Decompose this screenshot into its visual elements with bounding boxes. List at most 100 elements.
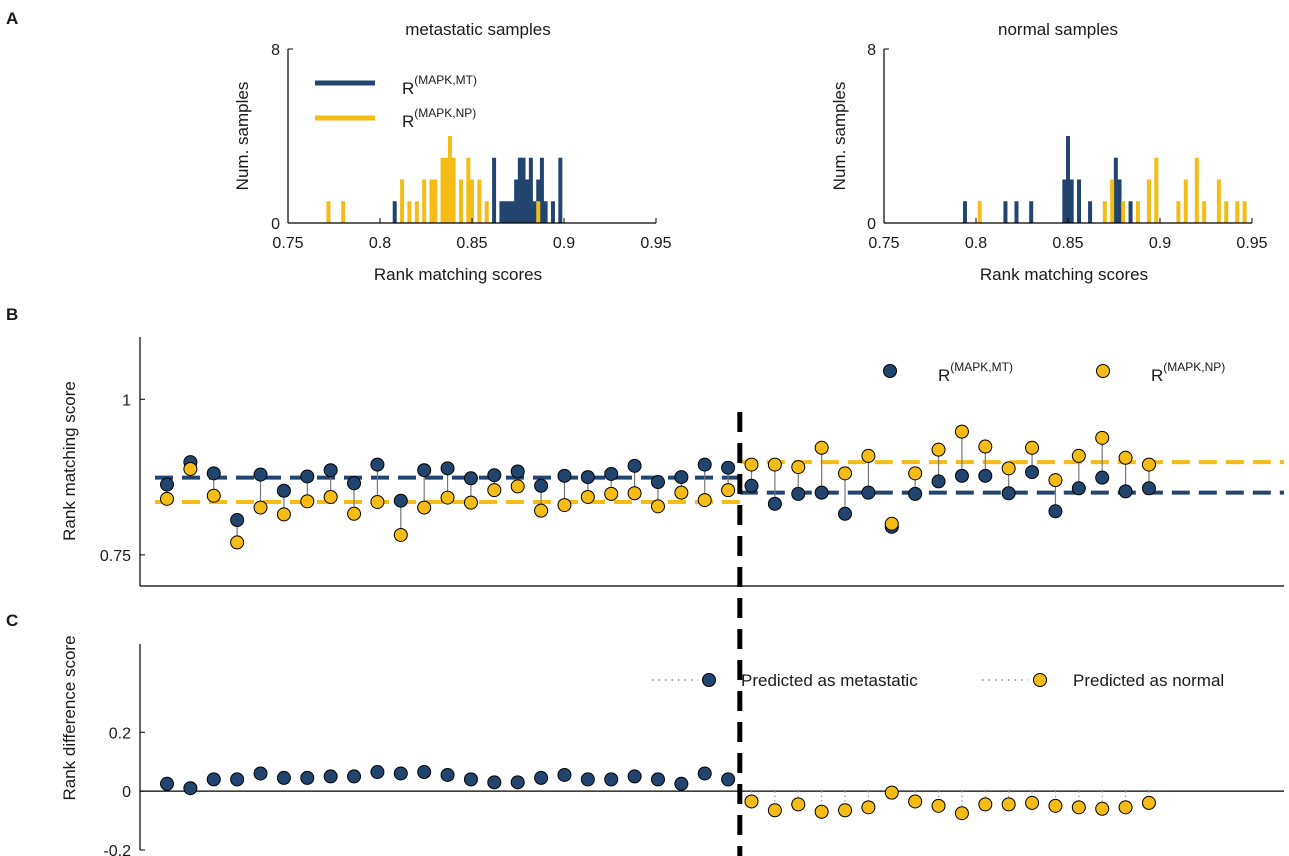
hist-metastatic-bar-np <box>451 157 456 223</box>
hist-metastatic-bar-np <box>440 157 445 223</box>
point-mt <box>908 486 923 501</box>
hist-normal-bar-mt <box>1088 201 1093 223</box>
hist-metastatic-bar-np <box>433 179 438 223</box>
hist-metastatic-bar-np <box>484 201 489 223</box>
point-np <box>674 485 689 500</box>
hist-metastatic-bar-mt <box>506 201 511 223</box>
point-predicted-metastatic <box>510 775 525 790</box>
hist-metastatic-x-tick-label: 0.9 <box>553 235 575 252</box>
point-mt <box>838 506 853 521</box>
hist-metastatic-bar-np <box>470 179 474 223</box>
point-predicted-normal <box>1095 801 1110 816</box>
panel-letter-b: B <box>6 305 18 324</box>
point-mt <box>861 485 876 500</box>
point-predicted-metastatic <box>697 766 712 781</box>
hist-normal-bar-np <box>1110 179 1115 223</box>
point-predicted-metastatic <box>417 765 432 780</box>
hist-metastatic-bar-np <box>477 179 482 223</box>
hist-normal-bar-np <box>1224 201 1229 223</box>
histogram-normal-title: normal samples <box>998 20 1118 39</box>
point-np <box>323 489 338 504</box>
point-mt <box>1118 484 1133 499</box>
point-predicted-metastatic <box>347 769 362 784</box>
point-predicted-metastatic <box>300 770 315 785</box>
point-np <box>206 488 221 503</box>
hist-normal-bar-mt <box>1077 179 1082 223</box>
hist-metastatic-bar-np <box>466 157 471 223</box>
legend-dot-np <box>1096 364 1110 378</box>
point-mt <box>1048 504 1063 519</box>
point-mt <box>276 483 291 498</box>
point-mt <box>931 474 946 489</box>
point-np <box>908 466 923 481</box>
point-mt <box>463 471 478 486</box>
legend-dot-mt <box>883 364 897 378</box>
point-predicted-normal <box>861 800 876 815</box>
point-predicted-normal <box>931 798 946 813</box>
hist-metastatic-bar-mt <box>550 201 555 223</box>
rank-difference-y-tick-label: -0.2 <box>103 843 131 856</box>
point-np <box>721 483 736 498</box>
point-np <box>838 466 853 481</box>
point-predicted-metastatic <box>393 766 408 781</box>
hist-metastatic-bar-np <box>414 201 419 223</box>
point-np <box>604 486 619 501</box>
hist-metastatic-x-tick-label: 0.75 <box>272 235 303 252</box>
point-predicted-normal <box>978 797 993 812</box>
point-np <box>580 489 595 504</box>
point-predicted-metastatic <box>276 770 291 785</box>
hist-normal-bar-np <box>1102 201 1107 223</box>
hist-metastatic-bar-mt <box>392 201 397 223</box>
hist-normal-bar-np <box>1216 179 1221 223</box>
point-mt <box>721 460 736 475</box>
point-predicted-metastatic <box>650 772 665 787</box>
point-mt <box>206 466 221 481</box>
hist-normal-bar-np <box>1235 201 1240 223</box>
hist-normal-bar-np <box>977 201 982 223</box>
point-np <box>1025 440 1040 455</box>
point-np <box>1001 461 1016 476</box>
hist-normal-bar-np <box>1242 201 1247 223</box>
hist-metastatic-bar-np <box>400 179 405 223</box>
hist-normal-bar-mt <box>1003 201 1008 223</box>
point-mt <box>160 477 174 492</box>
point-predicted-metastatic <box>206 772 221 787</box>
hist-metastatic-bar-np <box>458 179 463 223</box>
rank-matching-y-tick-label: 0.75 <box>100 548 131 565</box>
hist-metastatic-bar-mt <box>514 179 519 223</box>
point-np <box>440 490 455 505</box>
hist-normal-bar-mt <box>1062 179 1067 223</box>
point-predicted-normal <box>1001 797 1016 812</box>
panel-letter-a: A <box>6 9 18 28</box>
hist-metastatic-y-tick-label: 8 <box>271 42 280 59</box>
legend-label-b-mt: R(MAPK,MT) <box>938 360 1013 385</box>
point-np <box>861 448 876 463</box>
histogram-normal-xlabel: Rank matching scores <box>980 265 1148 284</box>
point-np <box>463 495 478 510</box>
point-mt <box>814 485 829 500</box>
rank-matching-scatter: 0.75 1 Rank matching score R(MAPK,MT) R(M… <box>60 337 1284 587</box>
point-mt <box>557 468 572 483</box>
hist-metastatic-bar-mt <box>521 157 526 223</box>
point-predicted-normal <box>1141 795 1156 810</box>
hist-metastatic-bar-mt <box>510 201 515 223</box>
histogram-metastatic-title: metastatic samples <box>405 20 551 39</box>
histogram-metastatic-xlabel: Rank matching scores <box>374 265 542 284</box>
point-np <box>276 507 291 522</box>
rank-matching-axes: 0.75 1 <box>100 337 1284 587</box>
point-predicted-normal <box>767 803 782 818</box>
point-np <box>954 424 969 439</box>
hist-metastatic-x-tick-label: 0.85 <box>456 235 487 252</box>
rank-difference-y-tick-label: 0.2 <box>109 725 131 742</box>
hist-metastatic-bar-mt <box>492 157 497 223</box>
legend-dot-c-np <box>1033 673 1047 687</box>
point-mt <box>1001 486 1016 501</box>
hist-normal-x-tick-label: 0.8 <box>965 235 987 252</box>
point-predicted-normal <box>954 806 969 821</box>
point-predicted-metastatic <box>580 772 595 787</box>
point-mt <box>487 468 502 483</box>
point-mt <box>393 493 408 508</box>
point-predicted-metastatic <box>370 765 385 780</box>
point-np <box>744 457 759 472</box>
hist-normal-bar-np <box>1121 201 1126 223</box>
